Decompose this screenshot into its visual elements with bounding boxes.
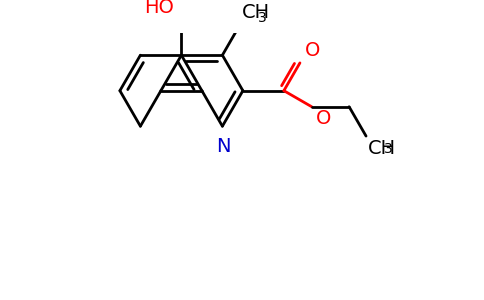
Text: N: N	[216, 137, 230, 156]
Text: 3: 3	[384, 142, 393, 156]
Text: CH: CH	[368, 139, 396, 158]
Text: CH: CH	[242, 3, 270, 22]
Text: 3: 3	[258, 11, 267, 25]
Text: HO: HO	[144, 0, 174, 17]
Text: O: O	[304, 41, 320, 60]
Text: O: O	[316, 110, 332, 128]
